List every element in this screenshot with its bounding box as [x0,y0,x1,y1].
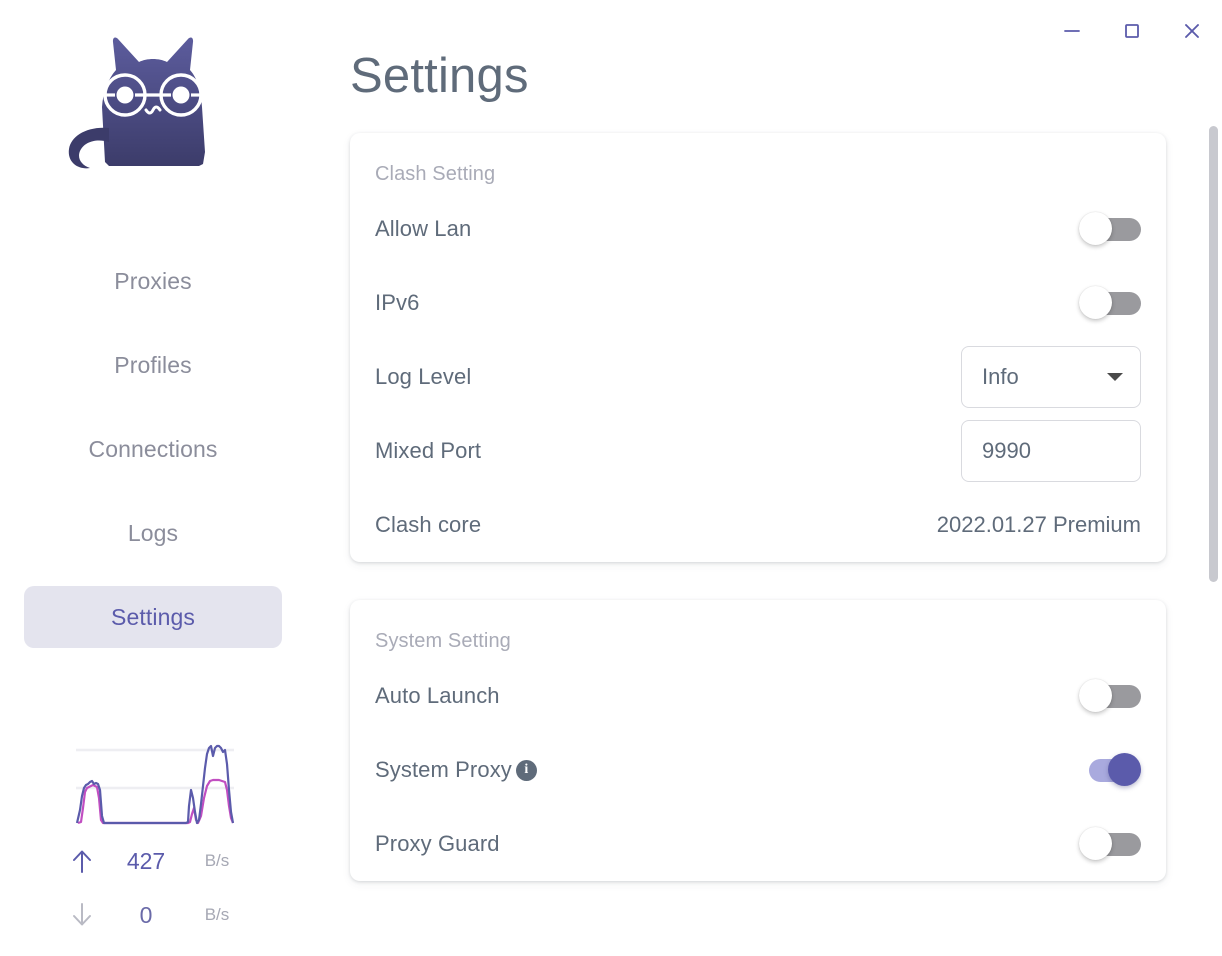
sidebar-nav: Proxies Profiles Connections Logs Settin… [0,250,306,670]
card-title: System Setting [375,630,511,652]
clash-core-version: 2022.01.27 Premium [936,512,1141,537]
close-button[interactable] [1162,0,1222,62]
row-proxy-guard: Proxy Guard [375,807,1141,881]
sidebar-item-settings[interactable]: Settings [24,586,282,648]
row-clash-core: Clash core 2022.01.27 Premium [375,488,1141,562]
download-speed-value: 0 [139,901,153,928]
settings-scroll-area: Settings Clash Setting Allow Lan IPv6 [306,0,1222,956]
traffic-download-row: 0 B/s [60,888,246,942]
sidebar-item-label: Proxies [114,267,192,294]
sidebar-item-connections[interactable]: Connections [24,418,282,480]
minimize-icon [1064,30,1080,32]
traffic-widget: 427 B/s 0 B/s [0,728,306,942]
arrow-up-icon [60,848,104,874]
toggle-thumb [1108,753,1141,786]
sidebar-item-profiles[interactable]: Profiles [24,334,282,396]
arrow-down-icon [60,902,104,928]
traffic-stats: 427 B/s 0 B/s [60,834,246,942]
system-proxy-toggle[interactable] [1079,753,1141,787]
sidebar-item-logs[interactable]: Logs [24,502,282,564]
row-label: Allow Lan [375,216,472,241]
row-label: IPv6 [375,290,420,315]
row-label: Proxy Guard [375,831,500,856]
toggle-thumb [1079,679,1112,712]
main-content: Settings Clash Setting Allow Lan IPv6 [306,0,1222,956]
toggle-thumb [1079,827,1112,860]
row-log-level: Log Level Info [375,340,1141,414]
upload-speed-value: 427 [126,847,166,874]
toggle-thumb [1079,286,1112,319]
allow-lan-toggle[interactable] [1079,212,1141,246]
window-controls [1042,0,1222,62]
row-auto-launch: Auto Launch [375,659,1141,733]
mixed-port-input[interactable] [961,420,1141,482]
main-scrollbar[interactable] [1209,0,1218,956]
row-label: Clash core [375,512,482,537]
row-label-text: System Proxy [375,757,512,782]
cat-logo-icon [68,37,205,169]
maximize-button[interactable] [1102,0,1162,62]
row-label: System Proxy i [375,757,537,783]
sidebar-item-label: Settings [111,603,195,630]
toggle-thumb [1079,212,1112,245]
traffic-chart [68,728,238,828]
card-title: Clash Setting [375,163,496,185]
traffic-upload-row: 427 B/s [60,834,246,888]
log-level-value: Info [982,364,1019,389]
chevron-down-icon [1107,373,1123,381]
sidebar-item-label: Logs [127,519,179,546]
download-speed-unit: B/s [204,905,230,924]
traffic-sparkline-icon [75,744,235,825]
system-setting-card: System Setting Auto Launch System Proxy … [350,600,1166,881]
upload-speed-unit: B/s [204,851,230,870]
sidebar-item-label: Connections [88,435,218,462]
info-icon[interactable]: i [515,759,537,781]
app-logo [53,22,253,222]
ipv6-toggle[interactable] [1079,286,1141,320]
row-allow-lan: Allow Lan [375,192,1141,266]
maximize-icon [1125,24,1139,38]
sidebar-item-proxies[interactable]: Proxies [24,250,282,312]
row-label: Mixed Port [375,438,482,463]
log-level-select[interactable]: Info [961,346,1141,408]
row-label: Log Level [375,364,472,389]
proxy-guard-toggle[interactable] [1079,827,1141,861]
sidebar: Proxies Profiles Connections Logs Settin… [0,0,306,956]
row-label: Auto Launch [375,683,500,708]
close-icon [1185,24,1199,38]
auto-launch-toggle[interactable] [1079,679,1141,713]
page-title: Settings [350,49,529,103]
sidebar-item-label: Profiles [114,351,192,378]
scrollbar-thumb[interactable] [1209,126,1218,582]
row-mixed-port: Mixed Port [375,414,1141,488]
minimize-button[interactable] [1042,0,1102,62]
clash-setting-card: Clash Setting Allow Lan IPv6 [350,133,1166,562]
row-ipv6: IPv6 [375,266,1141,340]
row-system-proxy: System Proxy i [375,733,1141,807]
